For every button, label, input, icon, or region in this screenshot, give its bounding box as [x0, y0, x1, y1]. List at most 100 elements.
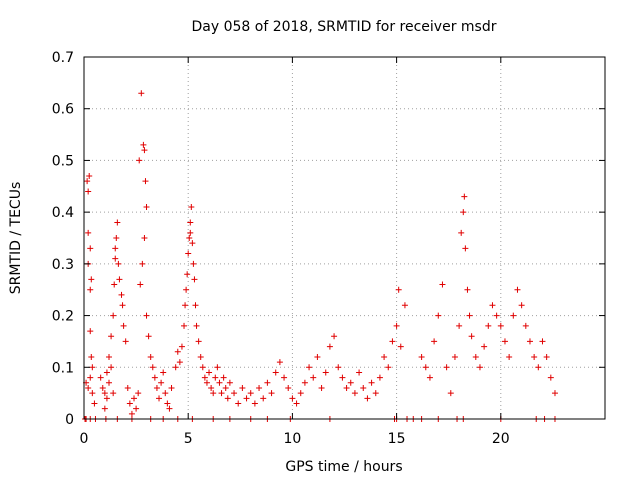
data-point [489, 302, 496, 309]
y-tick-label: 0.7 [52, 50, 74, 66]
data-point [85, 384, 92, 391]
data-point [88, 276, 95, 283]
x-tick-label: 20 [492, 431, 510, 447]
data-point [464, 286, 471, 293]
data-point [113, 235, 120, 241]
data-point [543, 353, 550, 360]
x-tick-label: 0 [80, 431, 89, 447]
data-point [318, 384, 325, 391]
data-point [136, 157, 143, 164]
data-point [376, 374, 383, 381]
data-point [485, 322, 492, 329]
data-point [112, 255, 119, 262]
data-point [276, 359, 283, 366]
data-point [389, 338, 396, 345]
data-point [99, 384, 106, 391]
data-point [460, 209, 467, 216]
data-point [339, 374, 346, 381]
data-point [192, 302, 199, 309]
data-point [326, 343, 333, 350]
data-point [162, 390, 169, 397]
data-point [143, 203, 150, 210]
data-point [462, 245, 469, 252]
data-point [86, 172, 93, 179]
grid-lines [84, 56, 605, 419]
data-point [137, 281, 144, 288]
data-point [128, 410, 135, 417]
data-point [212, 374, 219, 381]
data-point [539, 338, 546, 345]
data-point [87, 328, 94, 335]
data-point [138, 90, 145, 97]
data-point [106, 379, 113, 386]
data-point [461, 193, 468, 200]
data-point [158, 379, 165, 386]
data-point [216, 379, 223, 386]
data-point [493, 312, 500, 319]
data-point [87, 286, 94, 293]
data-point [256, 384, 263, 391]
data-point [187, 219, 194, 226]
data-point [306, 364, 313, 371]
data-point [222, 384, 229, 391]
data-point [372, 390, 379, 397]
data-point [535, 364, 542, 371]
data-point [285, 384, 292, 391]
data-point [224, 395, 231, 402]
data-point [310, 374, 317, 381]
data-point [131, 395, 138, 402]
data-point [293, 400, 300, 407]
data-point [235, 400, 242, 407]
chart-title: Day 058 of 2018, SRMTID for receiver msd… [192, 19, 497, 35]
data-point [472, 353, 479, 360]
data-point [149, 364, 156, 371]
data-point [103, 369, 110, 376]
data-point [85, 229, 92, 236]
data-point [356, 369, 363, 376]
data-point [281, 374, 288, 381]
data-point [393, 322, 400, 329]
data-point [510, 312, 517, 319]
data-point [174, 348, 181, 355]
data-point [397, 343, 404, 350]
x-tick-label: 15 [388, 431, 406, 447]
data-point [297, 390, 304, 397]
x-tick-label: 5 [184, 431, 193, 447]
data-point [447, 390, 454, 397]
data-point [514, 286, 521, 293]
data-point [101, 405, 108, 412]
data-point [89, 390, 96, 397]
data-point [168, 384, 175, 391]
data-point [368, 379, 375, 386]
data-point [458, 229, 465, 236]
data-point [118, 291, 125, 298]
data-point [226, 379, 233, 386]
data-point [260, 395, 267, 402]
data-point [108, 333, 115, 340]
data-point [314, 353, 321, 360]
data-point [106, 353, 113, 360]
data-point [506, 353, 513, 360]
data-point [89, 364, 96, 371]
data-point [139, 260, 146, 267]
y-tick-label: 0.3 [52, 257, 74, 273]
data-point [191, 276, 198, 283]
data-point [395, 286, 402, 293]
data-point [381, 353, 388, 360]
y-tick-label: 0 [65, 412, 74, 428]
data-point [186, 235, 193, 241]
data-point [364, 395, 371, 402]
data-point [203, 379, 210, 386]
data-point [289, 395, 296, 402]
data-point [335, 364, 342, 371]
data-point [141, 235, 148, 241]
data-point [183, 286, 190, 293]
data-point [466, 312, 473, 319]
y-tick-label: 0.1 [52, 360, 74, 376]
data-point [87, 374, 94, 381]
data-point [193, 322, 200, 329]
axis-ticks: 0 5 10 15 20 0 0.1 0.2 0.3 0.4 0.5 0.6 0.7 [52, 50, 605, 447]
data-point [135, 390, 142, 397]
data-point [140, 141, 147, 148]
